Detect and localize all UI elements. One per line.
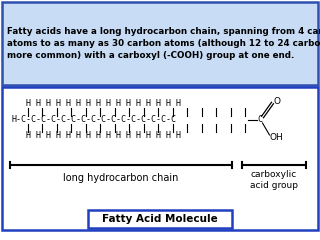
Text: H H H H H H H H H H H H H H H H: H H H H H H H H H H H H H H H H [26, 132, 181, 140]
FancyBboxPatch shape [2, 2, 318, 85]
Text: OH: OH [269, 133, 283, 143]
Text: Fatty Acid Molecule: Fatty Acid Molecule [102, 214, 218, 224]
Text: H-C-C-C-C-C-C-C-C-C-C-C-C-C-C-C-C: H-C-C-C-C-C-C-C-C-C-C-C-C-C-C-C-C [12, 115, 177, 125]
Text: Fatty acids have a long hydrocarbon chain, spanning from 4 carbon
atoms to as ma: Fatty acids have a long hydrocarbon chai… [7, 27, 320, 60]
FancyBboxPatch shape [2, 87, 318, 230]
Text: O: O [273, 96, 280, 106]
Text: long hydrocarbon chain: long hydrocarbon chain [63, 173, 179, 183]
FancyBboxPatch shape [88, 210, 232, 228]
Text: H H H H H H H H H H H H H H H H: H H H H H H H H H H H H H H H H [26, 100, 181, 108]
Text: C: C [257, 115, 262, 125]
Text: carboxylic
acid group: carboxylic acid group [250, 170, 298, 190]
